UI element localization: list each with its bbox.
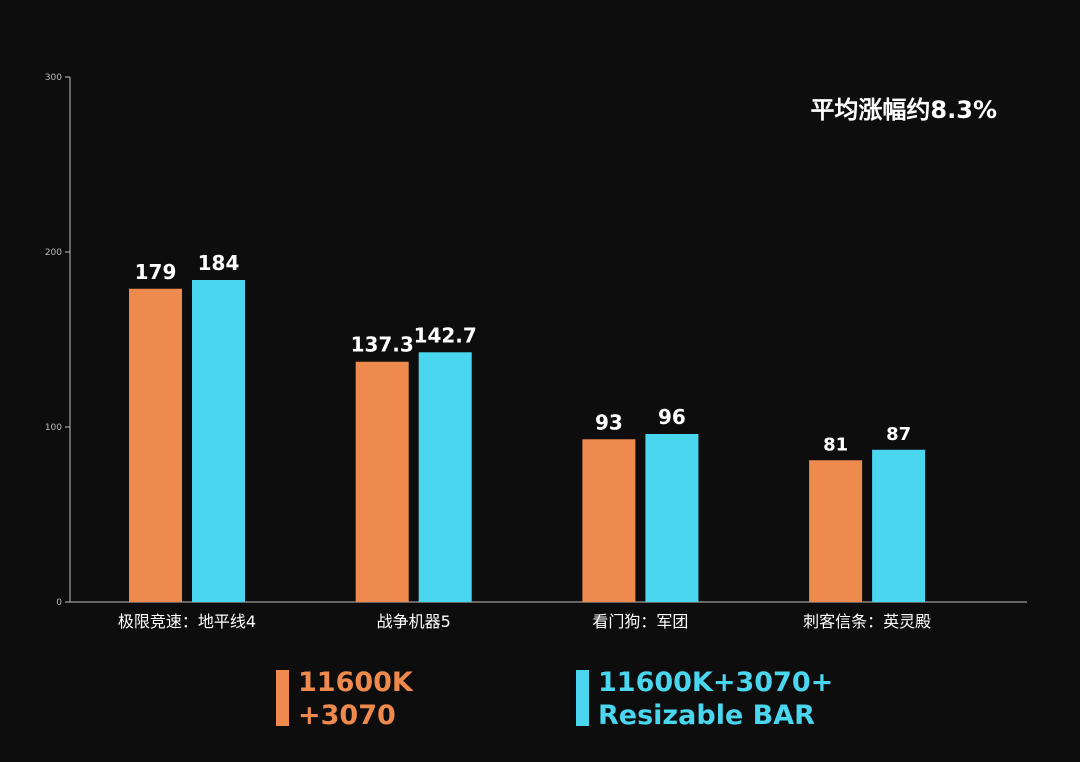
- y-tick-label: 300: [45, 73, 62, 83]
- bar-baseline: [355, 361, 409, 602]
- legend-swatch-resizable-bar: [576, 670, 589, 726]
- bar-resizable-bar: [192, 280, 245, 602]
- data-labels: 179 184 137.3 142.7 93 96 81 87: [135, 251, 912, 455]
- x-category-label: 极限竞速：地平线4: [118, 612, 256, 631]
- data-label: 87: [886, 424, 911, 445]
- legend-item-resizable-bar: 11600K+3070+ Resizable BAR: [576, 666, 833, 732]
- y-tick-label: 0: [56, 598, 62, 608]
- legend-label-resizable-bar: 11600K+3070+ Resizable BAR: [598, 667, 834, 731]
- legend-label-baseline: 11600K +3070: [298, 667, 413, 731]
- data-label: 81: [823, 434, 848, 455]
- data-label: 184: [198, 251, 240, 275]
- y-tick-label: 100: [45, 423, 62, 433]
- data-label: 179: [135, 260, 177, 284]
- legend-item-baseline: 11600K +3070: [276, 666, 413, 732]
- x-category-label: 看门狗：军团: [592, 612, 688, 631]
- bars: [129, 280, 926, 602]
- data-label: 142.7: [414, 323, 477, 347]
- legend-swatch-baseline: [276, 670, 289, 726]
- data-label: 93: [595, 410, 623, 434]
- bar-baseline: [129, 288, 182, 602]
- bar-resizable-bar: [872, 449, 926, 602]
- data-label: 96: [658, 405, 686, 429]
- x-category-label: 刺客信条：英灵殿: [803, 612, 931, 631]
- bar-resizable-bar: [418, 352, 472, 602]
- x-axis: 极限竞速：地平线4 战争机器5 看门狗：军团 刺客信条：英灵殿: [70, 601, 1027, 631]
- bar-baseline: [809, 460, 863, 602]
- bar-resizable-bar: [645, 434, 699, 602]
- data-label: 137.3: [351, 333, 414, 357]
- y-axis: 0 100 200 300: [45, 73, 71, 608]
- bar-baseline: [582, 439, 636, 602]
- y-tick-label: 200: [45, 248, 62, 258]
- x-category-label: 战争机器5: [377, 612, 451, 631]
- average-gain-annotation: 平均涨幅约8.3%: [810, 96, 997, 124]
